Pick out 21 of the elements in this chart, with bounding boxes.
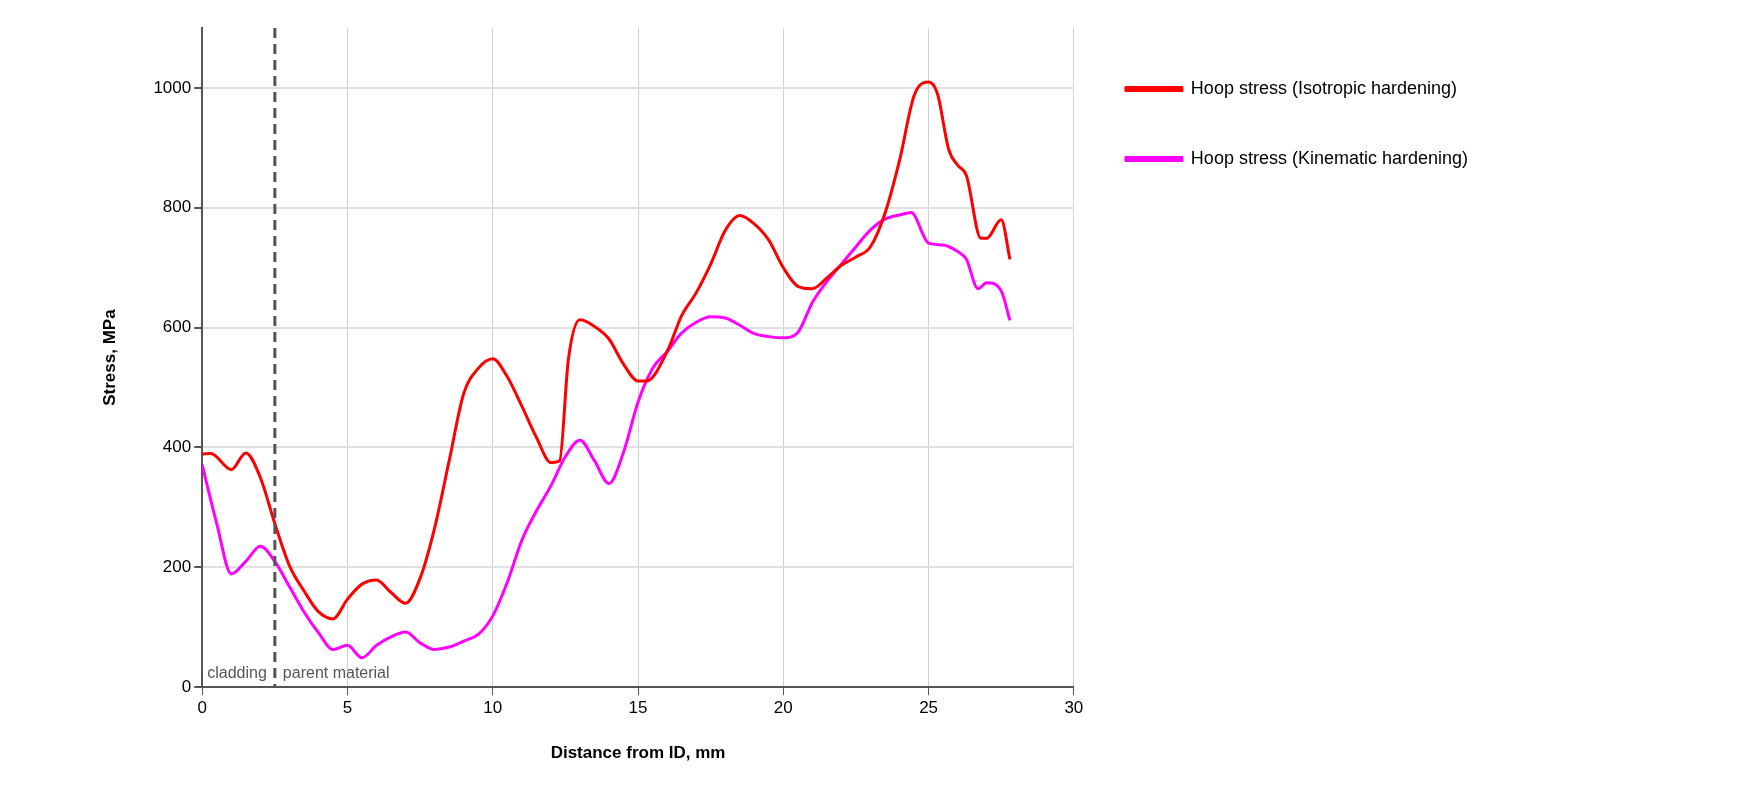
y-tick-label: 0 [181,676,192,696]
line-series [202,211,1012,660]
x-tick-label: 5 [342,698,353,718]
x-axis-title: Distance from ID, mm [550,743,726,763]
x-tick-label: 20 [773,698,793,718]
y-tick-label: 800 [162,197,192,217]
legend-label: Hoop stress (Isotropic hardening) [1190,77,1457,98]
x-tick-label: 10 [483,698,503,718]
x-tick-label: 0 [197,698,207,718]
y-tick-label: 1000 [153,77,192,97]
y-tick-label: 400 [162,437,192,457]
line-series [202,80,1012,621]
annotation: parent material [282,663,390,681]
y-tick-label: 600 [162,317,192,337]
annotation: cladding [207,663,267,681]
y-tick-label: 200 [162,557,192,577]
legend-label: Hoop stress (Kinematic hardening) [1190,147,1469,168]
x-tick-label: 25 [919,698,939,718]
y-axis-title: Stress, MPa [99,308,119,406]
x-tick-label: 30 [1064,698,1084,718]
x-tick-label: 15 [628,698,648,718]
